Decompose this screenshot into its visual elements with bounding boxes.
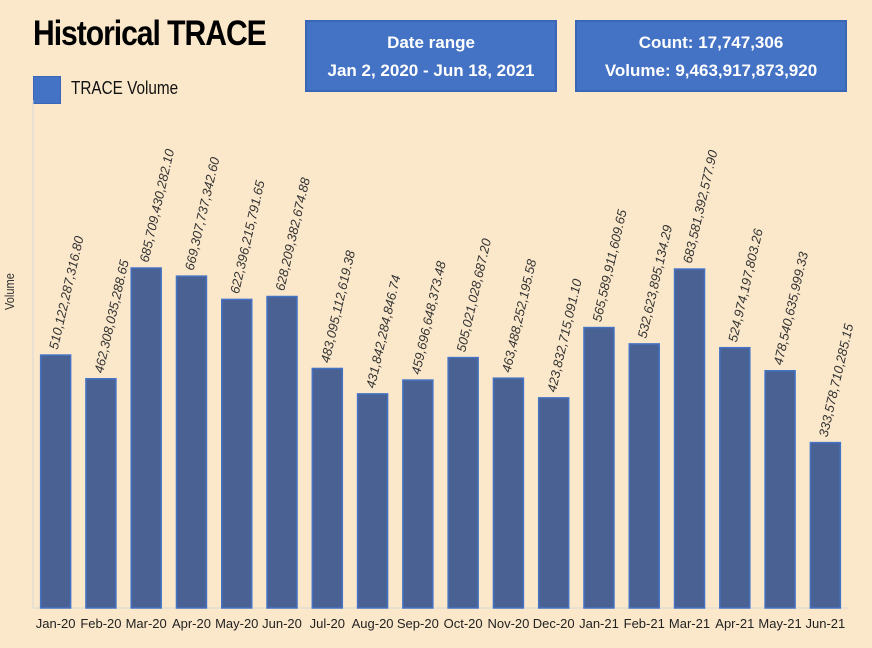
date-range-label: Date range [387,33,475,52]
data-label-apr-21: 524,974,197,803.26 [725,227,766,344]
x-tick-label-jan-21: Jan-21 [579,616,619,631]
data-label-oct-20: 505,021,028,687.20 [453,236,494,353]
x-tick-label-jan-20: Jan-20 [36,616,76,631]
chart-title: Historical TRACE [33,14,267,53]
data-label-jan-20: 510,122,287,316.80 [46,234,87,351]
x-tick-label-may-20: May-20 [215,616,258,631]
bar-aug-20 [356,393,389,609]
x-tick-label-oct-20: Oct-20 [444,616,483,631]
x-tick-label-jun-20: Jun-20 [262,616,302,631]
data-label-feb-20: 462,308,035,288.65 [91,258,132,375]
data-label-dec-20: 423,832,715,091.10 [544,277,585,394]
data-label-jan-21: 565,589,911,609.65 [589,207,630,323]
bar-mar-20 [130,267,162,609]
bar-feb-21 [628,343,660,609]
x-tick-label-jul-20: Jul-20 [310,616,345,631]
data-label-jun-20: 628,209,382,674.88 [272,175,313,292]
x-tick-label-sep-20: Sep-20 [397,616,439,631]
x-tick-label-may-21: May-21 [758,616,801,631]
data-label-may-20: 622,396,215,791.65 [227,178,268,295]
bar-jun-21 [809,441,842,609]
bar-mar-21 [673,268,706,609]
x-tick-label-feb-21: Feb-21 [624,616,665,631]
x-tick-label-dec-20: Dec-20 [533,616,575,631]
data-label-jul-20: 483,095,112,619.38 [318,248,359,364]
data-label-mar-20: 685,709,430,282.10 [137,147,178,264]
bar-jul-20 [311,367,344,609]
stats-box: Count: 17,747,306 Volume: 9,463,917,873,… [575,20,847,92]
bar-oct-20 [447,356,479,609]
bar-nov-20 [492,377,525,609]
volume-text: Volume: 9,463,917,873,920 [604,61,818,80]
legend-label: TRACE Volume [71,78,179,98]
data-label-nov-20: 463,488,252,195.58 [499,257,540,374]
x-tick-label-mar-21: Mar-21 [669,616,710,631]
data-label-aug-20: 431,842,284,846.74 [363,273,404,389]
x-tick-label-mar-20: Mar-20 [126,616,167,631]
bar-sep-20 [402,379,434,609]
x-tick-label-apr-21: Apr-21 [715,616,754,631]
count-text: Count: 17,747,306 [638,33,784,52]
bar-apr-20 [175,275,208,609]
bar-apr-21 [719,346,751,609]
x-tick-label-jun-21: Jun-21 [805,616,845,631]
date-range-value: Jan 2, 2020 - Jun 18, 2021 [327,61,535,80]
bar-dec-20 [537,397,570,609]
data-label-sep-20: 459,696,648,373.48 [408,259,449,376]
bar-jan-21 [583,326,615,609]
x-tick-label-feb-20: Feb-20 [80,616,121,631]
data-label-may-21: 478,540,635,999.33 [770,250,811,367]
x-tick-label-apr-20: Apr-20 [172,616,211,631]
data-label-apr-20: 669,307,737,342.60 [182,155,223,272]
legend-swatch [33,76,61,104]
date-range-box: Date range Jan 2, 2020 - Jun 18, 2021 [305,20,557,92]
bar-jan-20 [39,354,72,609]
bar-may-20 [221,298,253,609]
x-tick-label-aug-20: Aug-20 [352,616,394,631]
data-label-feb-21: 532,623,895,134.29 [635,223,676,339]
bar-jun-20 [266,295,298,609]
bar-may-21 [764,369,796,609]
data-label-jun-21: 333,578,710,285.15 [816,321,857,438]
x-tick-label-nov-20: Nov-20 [487,616,529,631]
data-label-mar-21: 683,581,392,577.90 [680,148,721,265]
bar-feb-20 [85,378,117,609]
